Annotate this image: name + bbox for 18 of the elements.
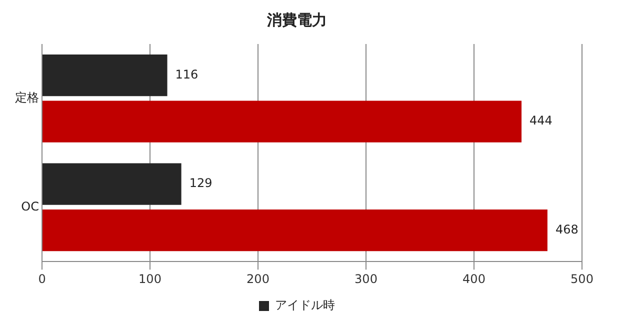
y-tick-label: 定格	[15, 90, 39, 105]
x-tick-label: 200	[246, 272, 270, 286]
x-tick-label: 500	[570, 272, 594, 286]
data-label: 444	[530, 114, 552, 128]
x-tick-label: 100	[138, 272, 162, 286]
chart-title: 消費電力	[266, 10, 327, 29]
x-tick-label: 0	[38, 272, 46, 286]
data-label: 116	[175, 67, 198, 82]
y-tick-label: OC	[21, 199, 39, 214]
x-tick-label: 400	[462, 272, 486, 286]
bar	[42, 163, 182, 205]
bar	[42, 100, 522, 142]
data-label: 468	[555, 222, 578, 236]
data-label: 129	[189, 176, 212, 190]
bar	[42, 210, 548, 252]
legend-label: アイドル時	[275, 298, 335, 312]
x-tick-label: 300	[354, 272, 378, 286]
bar	[42, 54, 168, 96]
